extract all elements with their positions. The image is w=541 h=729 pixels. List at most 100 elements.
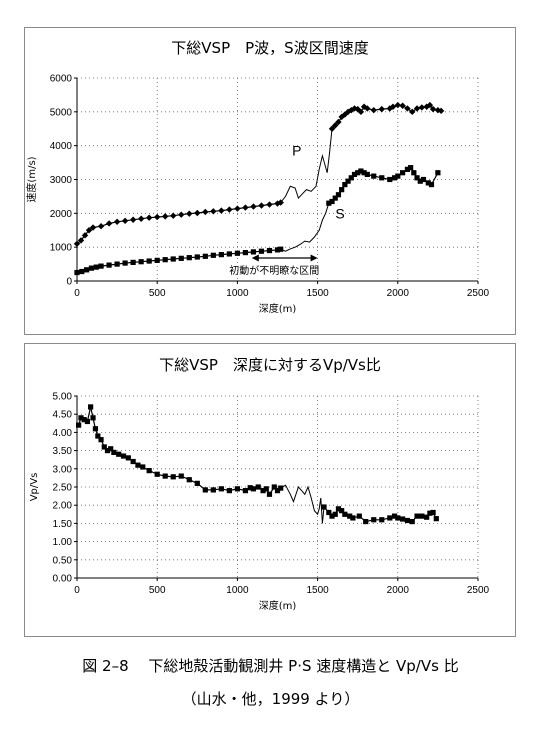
data-point-P — [194, 209, 201, 217]
data-point-S — [162, 257, 168, 263]
data-point-Vp/Vs — [140, 464, 146, 470]
data-point-Vp/Vs — [278, 485, 284, 491]
y-tick-label: 1.00 — [53, 537, 73, 548]
data-point-P — [404, 105, 411, 112]
data-point-P — [137, 215, 145, 222]
x-tick-label: 1000 — [226, 585, 249, 596]
data-point-S — [84, 267, 90, 273]
data-point-S — [329, 198, 335, 205]
y-tick-label: 3.50 — [53, 446, 73, 457]
data-point-S — [258, 248, 265, 254]
data-point-S — [395, 173, 401, 179]
chart-panel-vpvs: 下総VSP 深度に対するVp/Vs比 — [24, 343, 516, 637]
series-label-P: P — [292, 143, 301, 159]
data-point-Vp/Vs — [335, 506, 342, 512]
data-point-P — [348, 106, 355, 114]
data-point-S — [93, 264, 99, 270]
data-point-S — [358, 168, 364, 174]
data-point-S — [417, 178, 423, 184]
data-point-Vp/Vs — [210, 487, 216, 493]
data-point-P — [81, 232, 89, 239]
data-point-Vp/Vs — [90, 415, 96, 421]
y-tick-label: 2.50 — [53, 483, 73, 494]
data-point-S — [88, 265, 95, 271]
data-point-P — [250, 203, 257, 210]
data-point-P — [360, 103, 368, 110]
data-point-S — [186, 255, 192, 261]
data-point-S — [242, 249, 249, 256]
data-point-Vp/Vs — [95, 433, 101, 439]
data-point-S — [202, 253, 208, 259]
data-point-S — [178, 255, 184, 261]
data-point-P — [154, 213, 161, 221]
data-point-P — [429, 105, 437, 113]
data-point-Vp/Vs — [400, 516, 406, 522]
data-point-Vp/Vs — [101, 444, 107, 450]
data-point-Vp/Vs — [202, 487, 208, 493]
data-point-Vp/Vs — [78, 415, 84, 421]
data-point-P — [437, 107, 445, 115]
data-point-P — [85, 227, 93, 234]
y-tick-label: 0.00 — [53, 574, 73, 585]
data-point-P — [413, 105, 421, 112]
data-point-S — [122, 260, 128, 266]
y-tick-label: 4000 — [50, 141, 73, 152]
data-point-Vp/Vs — [186, 477, 192, 483]
data-point-Vp/Vs — [218, 486, 224, 492]
data-point-P — [274, 200, 281, 207]
data-point-P — [258, 202, 265, 209]
data-point-Vp/Vs — [130, 458, 136, 465]
data-point-P — [129, 216, 137, 223]
data-point-Vp/Vs — [76, 422, 82, 428]
data-point-S — [266, 247, 273, 254]
data-point-Vp/Vs — [242, 488, 249, 494]
data-point-S — [408, 165, 414, 171]
y-tick-label: 2.00 — [53, 501, 73, 512]
data-point-P — [77, 237, 85, 244]
annotation-arrowhead — [251, 254, 259, 262]
data-point-Vp/Vs — [260, 488, 266, 494]
data-point-Vp/Vs — [170, 474, 176, 480]
data-point-S — [387, 176, 393, 183]
data-point-Vp/Vs — [371, 517, 377, 523]
annotation-arrowhead — [310, 254, 318, 262]
data-point-P — [89, 224, 97, 231]
data-point-Vp/Vs — [178, 473, 184, 479]
data-point-S — [130, 259, 136, 265]
data-point-P — [378, 105, 385, 113]
series-line-S — [280, 203, 330, 252]
x-axis-title: 深度(m) — [259, 599, 297, 612]
data-point-Vp/Vs — [81, 417, 87, 423]
data-point-S — [348, 175, 354, 181]
data-point-S — [274, 247, 281, 253]
data-point-S — [428, 181, 435, 188]
data-point-P — [418, 104, 426, 111]
data-point-P — [186, 210, 193, 217]
data-point-Vp/Vs — [332, 511, 338, 517]
data-point-Vp/Vs — [92, 426, 99, 432]
data-point-P — [73, 240, 81, 247]
data-point-Vp/Vs — [339, 508, 345, 514]
data-point-Vp/Vs — [424, 514, 430, 520]
data-point-Vp/Vs — [414, 513, 420, 519]
data-point-S — [326, 200, 332, 206]
data-point-Vp/Vs — [321, 504, 327, 510]
y-tick-label: 2000 — [50, 209, 73, 220]
y-axis-title: Vp/Vs — [29, 473, 40, 502]
data-point-Vp/Vs — [226, 488, 232, 494]
data-point-S — [234, 250, 240, 256]
chart-title: 下総VSP P波，S波区間速度 — [171, 39, 369, 57]
data-point-S — [98, 263, 104, 269]
data-point-S — [400, 170, 406, 176]
x-tick-label: 1500 — [306, 585, 329, 596]
data-point-P — [277, 199, 284, 206]
data-point-S — [345, 178, 351, 184]
data-point-S — [79, 268, 85, 275]
data-point-Vp/Vs — [379, 517, 385, 523]
data-point-Vp/Vs — [326, 509, 332, 516]
data-point-P — [210, 208, 217, 215]
y-axis-title: 速度(m/s) — [25, 156, 38, 202]
data-point-S — [404, 166, 411, 172]
